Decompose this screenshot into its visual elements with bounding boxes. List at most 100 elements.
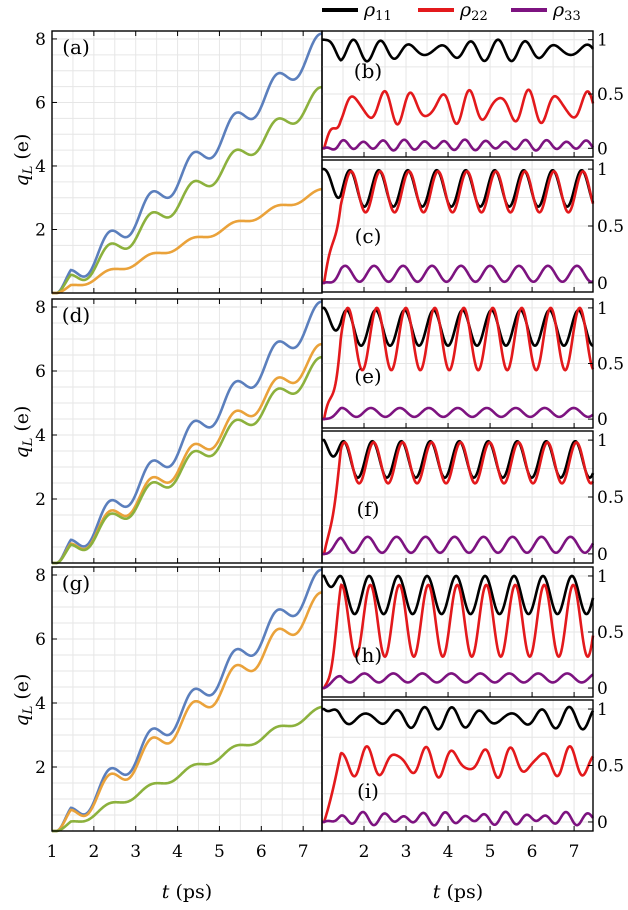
y-tick-label: 2 (35, 490, 46, 510)
series-line-rho33 (322, 406, 594, 421)
series-line-rho33 (322, 138, 595, 152)
y-tick-label: 1 (597, 567, 608, 587)
panel-label: (g) (62, 571, 90, 595)
y-tick-label: 0.5 (597, 488, 624, 508)
panel-label: (e) (354, 364, 381, 388)
legend: ρ11 ρ22 ρ33 (322, 0, 581, 24)
y-tick-label: 0 (597, 545, 608, 565)
y-tick-label: 0.5 (597, 85, 624, 105)
panel-e: 0 0.5 1 (e) (321, 298, 624, 430)
series-line-rho22 (322, 441, 595, 556)
legend-item-rho22: ρ22 (418, 0, 488, 24)
series-line-rho22 (322, 306, 595, 421)
y-tick-label: 6 (35, 362, 46, 382)
series-line-rho33 (322, 810, 595, 827)
series-line-orange (52, 591, 323, 833)
series-line-blue (52, 568, 323, 833)
plot-frame (51, 566, 323, 832)
x-tick-label: 4 (443, 842, 454, 862)
x-tick-label: 2 (88, 842, 99, 862)
series-line-rho22 (322, 744, 595, 824)
panel-label: (c) (355, 224, 382, 248)
y-tick-label: 6 (35, 93, 46, 113)
x-tick-label: 6 (256, 842, 267, 862)
series-line-orange (52, 342, 323, 565)
y-tick-label: 0 (597, 274, 608, 294)
y-tick-label: 1 (597, 700, 608, 720)
y-tick-label: 0.5 (597, 623, 624, 643)
ylabel-d: qL (e) (11, 406, 36, 459)
legend-label-rho11: ρ11 (363, 0, 392, 24)
y-tick-label: 0 (597, 813, 608, 833)
panel-d: 2 4 6 8 (d) (35, 298, 323, 565)
xlabel-left: t (ps) (162, 881, 212, 903)
ylabel-g: qL (e) (11, 674, 36, 727)
grid (51, 567, 322, 832)
x-tick-label: 7 (569, 842, 580, 862)
series-line-rho22 (322, 88, 595, 150)
series-line-rho11 (322, 705, 595, 731)
panel-label: (d) (62, 303, 90, 327)
series-line-rho11 (322, 38, 595, 63)
panel-b: 0 0.5 1 (b) (321, 30, 624, 159)
y-tick-label: 1 (597, 431, 608, 451)
y-tick-label: 2 (35, 220, 46, 240)
x-tick-label: 3 (130, 842, 141, 862)
x-tick-label: 4 (172, 842, 183, 862)
series-line-green (52, 85, 323, 295)
legend-item-rho33: ρ33 (511, 0, 581, 24)
y-tick-label: 0.5 (597, 355, 624, 375)
panel-label: (a) (62, 35, 90, 59)
y-tick-label: 4 (35, 694, 46, 714)
x-tick-label: 5 (485, 842, 496, 862)
x-tick-label: 7 (298, 842, 309, 862)
x-tick-label: 6 (527, 842, 538, 862)
panel-c: 0 0.5 1 (c) (321, 159, 624, 294)
x-tick-label: 3 (401, 842, 412, 862)
y-tick-label: 0 (597, 679, 608, 699)
grid (51, 31, 322, 294)
legend-label-rho33: ρ33 (552, 0, 581, 24)
panel-i: 0 0.5 1 2 3 4 5 6 7 (i) (321, 699, 624, 862)
panel-a: 2 4 6 8 (a) (35, 30, 323, 295)
y-tick-label: 0.5 (597, 757, 624, 777)
y-tick-label: 1 (597, 299, 608, 319)
series-line-rho33 (322, 535, 595, 556)
series-line-blue (52, 300, 323, 565)
x-tick-label: 2 (359, 842, 370, 862)
x-tick-label: 1 (47, 842, 58, 862)
series-line-rho11 (322, 574, 595, 616)
panel-label: (h) (354, 643, 383, 667)
y-tick-label: 8 (35, 30, 46, 50)
y-tick-label: 0 (597, 410, 608, 430)
y-tick-label: 8 (35, 298, 46, 318)
series-line-rho11 (322, 167, 595, 208)
panel-h: 0 0.5 1 (h) (321, 566, 624, 699)
series-line-rho33 (322, 264, 594, 285)
ylabel-a: qL (e) (11, 134, 36, 187)
y-tick-label: 0.5 (597, 217, 624, 237)
y-tick-label: 1 (597, 160, 608, 180)
y-tick-label: 2 (35, 758, 46, 778)
grid (321, 31, 593, 157)
legend-label-rho22: ρ22 (459, 0, 488, 24)
y-tick-label: 4 (35, 426, 46, 446)
series-line-rho33 (322, 672, 594, 690)
series-line-orange (52, 187, 323, 295)
panel-g: 2 4 6 8 1 2 3 4 5 6 7 (g) (35, 566, 323, 862)
panel-label: (i) (357, 779, 379, 803)
series-line-rho22 (322, 583, 595, 690)
panel-label: (b) (354, 59, 382, 83)
panel-f: 0 0.5 1 (f) (321, 430, 624, 565)
y-tick-label: 1 (597, 31, 608, 51)
series-line-green (52, 355, 323, 565)
xlabel-right: t (ps) (433, 881, 483, 903)
panel-label: (f) (356, 497, 379, 521)
y-tick-label: 6 (35, 630, 46, 650)
series-line-rho22 (322, 170, 595, 285)
y-tick-label: 0 (597, 139, 608, 159)
legend-item-rho11: ρ11 (322, 0, 392, 24)
series-line-blue (52, 32, 323, 295)
x-tick-label: 5 (214, 842, 225, 862)
